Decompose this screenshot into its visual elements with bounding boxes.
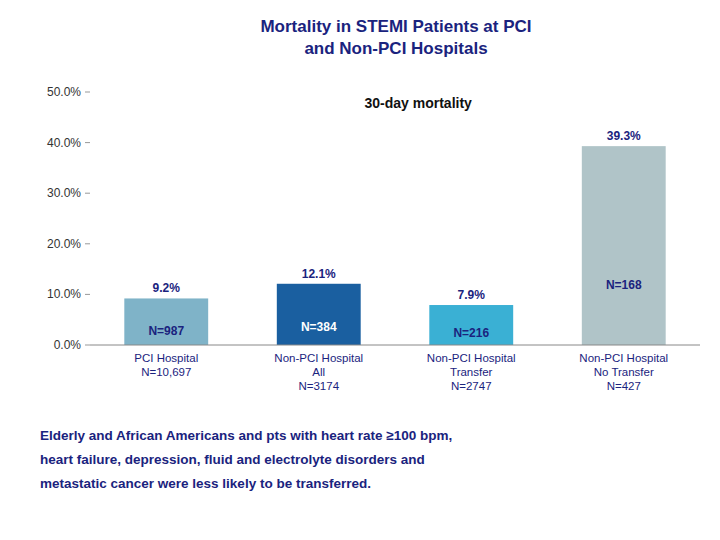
y-tick-label: 40.0% [47,136,81,150]
bar [582,146,666,345]
x-tick-label-line: N=10,697 [141,366,191,378]
x-tick-label-line: Non-PCI Hospital [427,352,516,364]
annotation: metastatic cancer were less likely to be… [40,476,371,491]
count-label: N=987 [148,324,184,338]
annotation: Elderly and African Americans and pts wi… [40,428,452,443]
x-tick-label-line: All [312,366,325,378]
data-label: 39.3% [607,129,641,143]
x-tick-label-line: N=2747 [451,380,492,392]
y-tick [85,345,90,346]
annotation: heart failure, depression, fluid and ele… [40,452,425,467]
title-line: and Non-PCI Hospitals [304,39,487,58]
data-label: 7.9% [458,288,486,302]
data-label: 12.1% [302,267,336,281]
x-tick-label: Non-PCI Hospital Transfer N=2747 [427,352,516,392]
y-axis: 0.0% 10.0% 20.0% 30.0% 40.0% 50.0% [47,85,90,352]
y-tick-label: 20.0% [47,237,81,251]
subtitle: 30-day mortality [365,95,473,111]
y-tick [85,294,90,295]
count-label: N=384 [301,320,337,334]
x-tick-label-line: N=3174 [298,380,339,392]
bar-labels: 9.2% N=987 12.1% N=384 7.9% N=216 39.3% N=168 [148,129,642,340]
y-tick [85,243,90,244]
y-tick-label: 50.0% [47,85,81,99]
y-tick-label: 0.0% [54,338,82,352]
bar [277,284,361,345]
x-axis-line [90,345,700,346]
x-tick-label-line: N=427 [607,380,641,392]
x-tick-label: Non-PCI Hospital All N=3174 [274,352,363,392]
chart: Mortality in STEMI Patients at PCI and No… [0,0,720,540]
title-line: Mortality in STEMI Patients at PCI [260,17,531,36]
x-tick-label-line: Non-PCI Hospital [579,352,668,364]
x-tick-label-line: No Transfer [594,366,654,378]
x-tick-label-line: PCI Hospital [134,352,198,364]
title: Mortality in STEMI Patients at PCI and No… [260,17,531,58]
bar [124,298,208,345]
x-tick-label: Non-PCI Hospital No Transfer N=427 [579,352,668,392]
bar [429,305,513,345]
y-tick [85,92,90,93]
count-label: N=168 [606,278,642,292]
y-tick [85,193,90,194]
bars [124,146,665,345]
count-label: N=216 [453,326,489,340]
data-label: 9.2% [153,281,181,295]
y-tick [85,142,90,143]
x-tick-label-line: Non-PCI Hospital [274,352,363,364]
y-tick-label: 30.0% [47,186,81,200]
y-tick-label: 10.0% [47,287,81,301]
x-axis: PCI HospitalN=10,697Non-PCI HospitalAllN… [134,352,668,392]
x-tick-label-line: Transfer [450,366,493,378]
x-tick-label: PCI Hospital N=10,697 [134,352,198,378]
